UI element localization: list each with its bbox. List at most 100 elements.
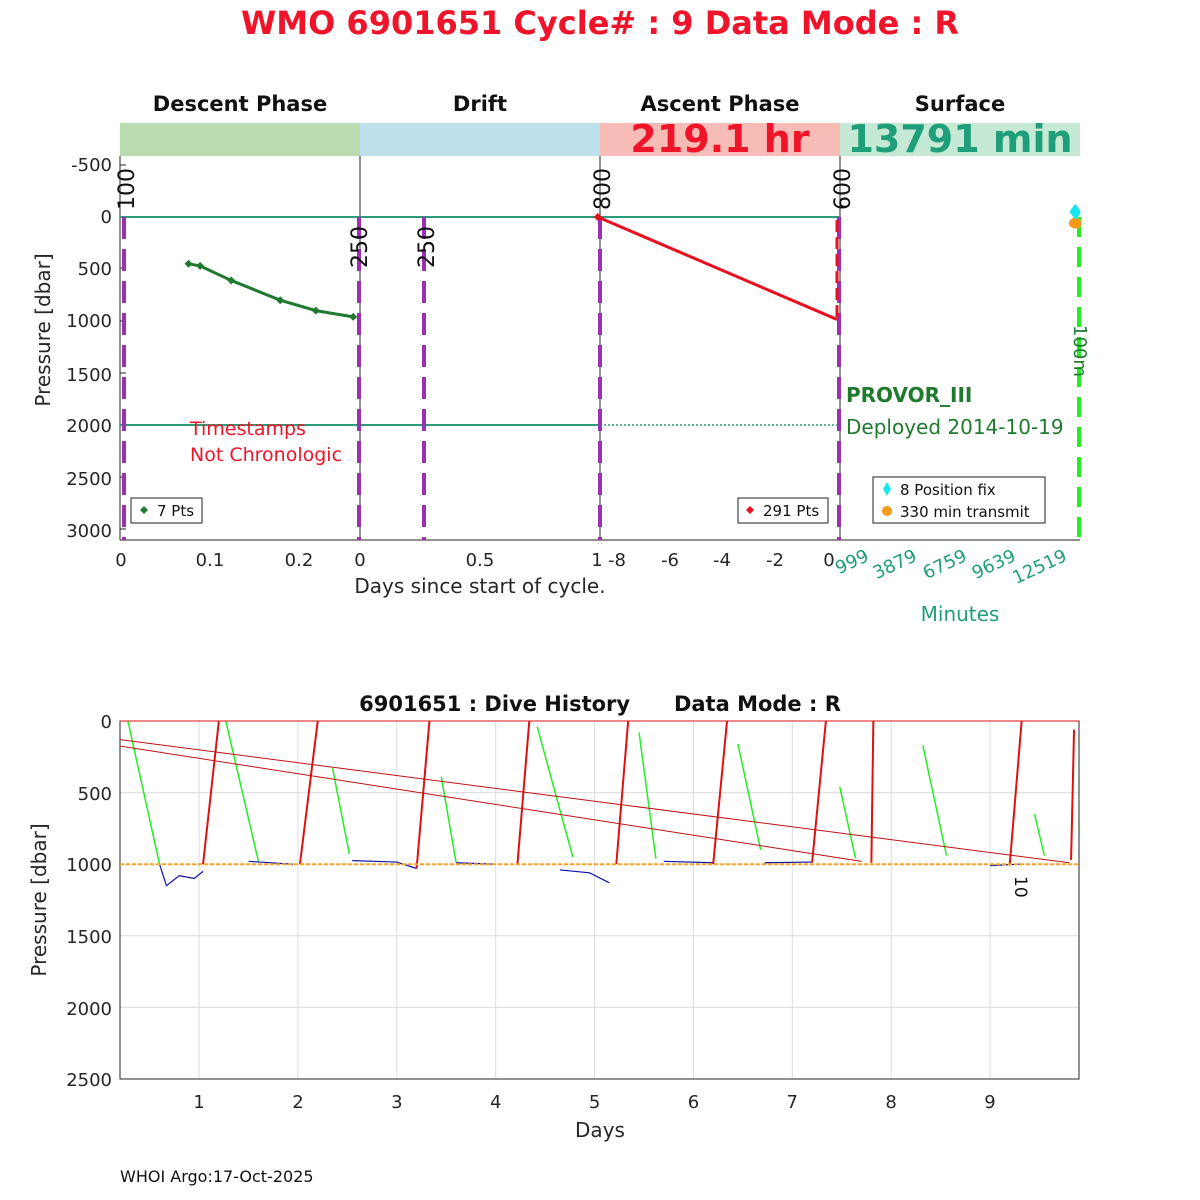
y-tick-label: 1500: [66, 365, 112, 386]
minutes-tick-label: 999: [832, 545, 872, 579]
bottom-y-axis-label: Pressure [dbar]: [27, 823, 51, 976]
y-tick-label: -500: [71, 155, 112, 176]
ascent-trace: [1008, 720, 1023, 865]
descent-series: [184, 259, 358, 321]
surface-drift-trace: [119, 745, 862, 862]
drift-trace: [559, 869, 610, 884]
descent-point: [276, 296, 285, 305]
top-y-axis-label: Pressure [dbar]: [31, 253, 55, 406]
main-title: WMO 6901651 Cycle# : 9 Data Mode : R: [241, 4, 959, 42]
y-tick-label: 500: [78, 259, 112, 280]
ascent-trace: [811, 720, 827, 863]
y-tick-label: 2500: [66, 469, 112, 490]
descent-legend: 7 Pts: [130, 497, 203, 524]
surface-drift-trace: [119, 739, 1070, 864]
x-tick-label: -2: [766, 550, 784, 571]
drift-trace: [764, 861, 813, 864]
bottom-y-tick-labels: 0 500 1000 1500 2000 2500: [66, 712, 112, 1091]
timestamp-warning-line1: Timestamps: [189, 418, 306, 440]
x-tick-label: 1: [193, 1092, 204, 1113]
descent-trace: [127, 720, 161, 865]
descent-point: [184, 259, 193, 268]
drift-trace: [663, 860, 714, 864]
x-tick-label: 4: [490, 1092, 501, 1113]
x-tick-label: 0.2: [285, 550, 314, 571]
ascent-trace: [615, 720, 630, 865]
dive-history-title: 6901651 : Dive History Data Mode : R: [359, 692, 841, 716]
x-tick-label: 5: [589, 1092, 600, 1113]
ascent-trace: [202, 720, 220, 865]
legend-marker: [140, 506, 148, 514]
ascent-trace: [712, 720, 729, 865]
x-tick-label: 0: [823, 550, 834, 571]
x-tick-label: -8: [608, 550, 626, 571]
drift-trace: [352, 860, 417, 870]
x-tick-label: 7: [787, 1092, 798, 1113]
x-tick-label: 0: [354, 550, 365, 571]
descent-trace: [922, 745, 948, 856]
ascent-phase-bar: [600, 123, 840, 156]
top-x-axis-label: Days since start of cycle.: [354, 574, 605, 598]
minutes-tick-label: 3879: [870, 545, 920, 583]
surface-series: [1068, 203, 1082, 229]
x-tick-label: 0.1: [196, 550, 225, 571]
descent-trace: [839, 786, 857, 859]
transmit-legend-label: 330 min transmit: [900, 503, 1030, 521]
descent-phase-bar: [120, 123, 360, 156]
minutes-axis-label: Minutes: [921, 602, 1000, 626]
footer-credit: WHOI Argo:17-Oct-2025: [120, 1167, 314, 1186]
descent-point: [227, 276, 236, 285]
y-tick-label: 0: [101, 712, 112, 733]
descent-point: [196, 261, 205, 270]
x-tick-label: -4: [713, 550, 731, 571]
drift-phase-bar: [360, 123, 600, 156]
legend-marker: [746, 506, 754, 514]
marker-label: 100m: [1069, 325, 1090, 377]
y-tick-label: 2000: [66, 999, 112, 1020]
warning-clip-mask: [361, 440, 411, 470]
ascent-phase-title: Ascent Phase: [641, 92, 800, 116]
ascent-trace: [415, 720, 431, 869]
descent-trace: [638, 732, 657, 859]
x-tick-label: 6: [688, 1092, 699, 1113]
y-tick-label: 1500: [66, 927, 112, 948]
x-tick-label: 2: [292, 1092, 303, 1113]
descent-phase-title: Descent Phase: [153, 92, 327, 116]
x-tick-label: -6: [661, 550, 679, 571]
transmit-legend-marker: [882, 506, 892, 516]
top-y-tick-labels: -500 0 500 1000 1500 2000 2500 3000: [66, 155, 112, 542]
phase-markers: [122, 217, 1081, 540]
y-tick-label: 0: [101, 207, 112, 228]
marker-label: 800: [591, 168, 616, 210]
descent-trace: [440, 776, 457, 863]
descent-point: [349, 312, 358, 321]
dive-history-chart: 6901651 : Dive History Data Mode : R 0 5…: [27, 692, 1080, 1142]
drift-phase-title: Drift: [453, 92, 507, 116]
ascent-line: [597, 215, 838, 321]
dive-history-plot-area: [119, 720, 1080, 1080]
minutes-tick-label: 6759: [920, 545, 970, 583]
descent-trace: [331, 768, 351, 855]
y-tick-label: 2500: [66, 1070, 112, 1091]
descent-line: [188, 262, 354, 319]
descent-trace: [225, 720, 260, 862]
drift-trace: [158, 864, 204, 887]
marker-label: 100: [115, 168, 140, 210]
surface-phase-title: Surface: [915, 92, 1005, 116]
surface-legend: 8 Position fix 330 min transmit: [872, 476, 1046, 524]
ascent-trace: [870, 720, 875, 863]
bottom-x-tick-labels: 1 2 3 4 5 6 7 8 9: [193, 1092, 995, 1113]
x-tick-label: 8: [885, 1092, 896, 1113]
transmit-point: [1071, 218, 1082, 229]
marker-label: 600: [831, 168, 856, 210]
surface-duration-banner: 13791 min: [847, 117, 1072, 161]
ascent-trace: [298, 720, 319, 865]
marker-label: 250: [415, 226, 440, 268]
ascent-point: [593, 213, 602, 221]
x-tick-label: 0: [115, 550, 126, 571]
ascent-trace: [516, 720, 531, 865]
float-type-label: PROVOR_III: [846, 383, 972, 407]
y-tick-label: 1000: [66, 855, 112, 876]
descent-trace: [737, 743, 762, 851]
marker-label: 250: [348, 226, 373, 268]
